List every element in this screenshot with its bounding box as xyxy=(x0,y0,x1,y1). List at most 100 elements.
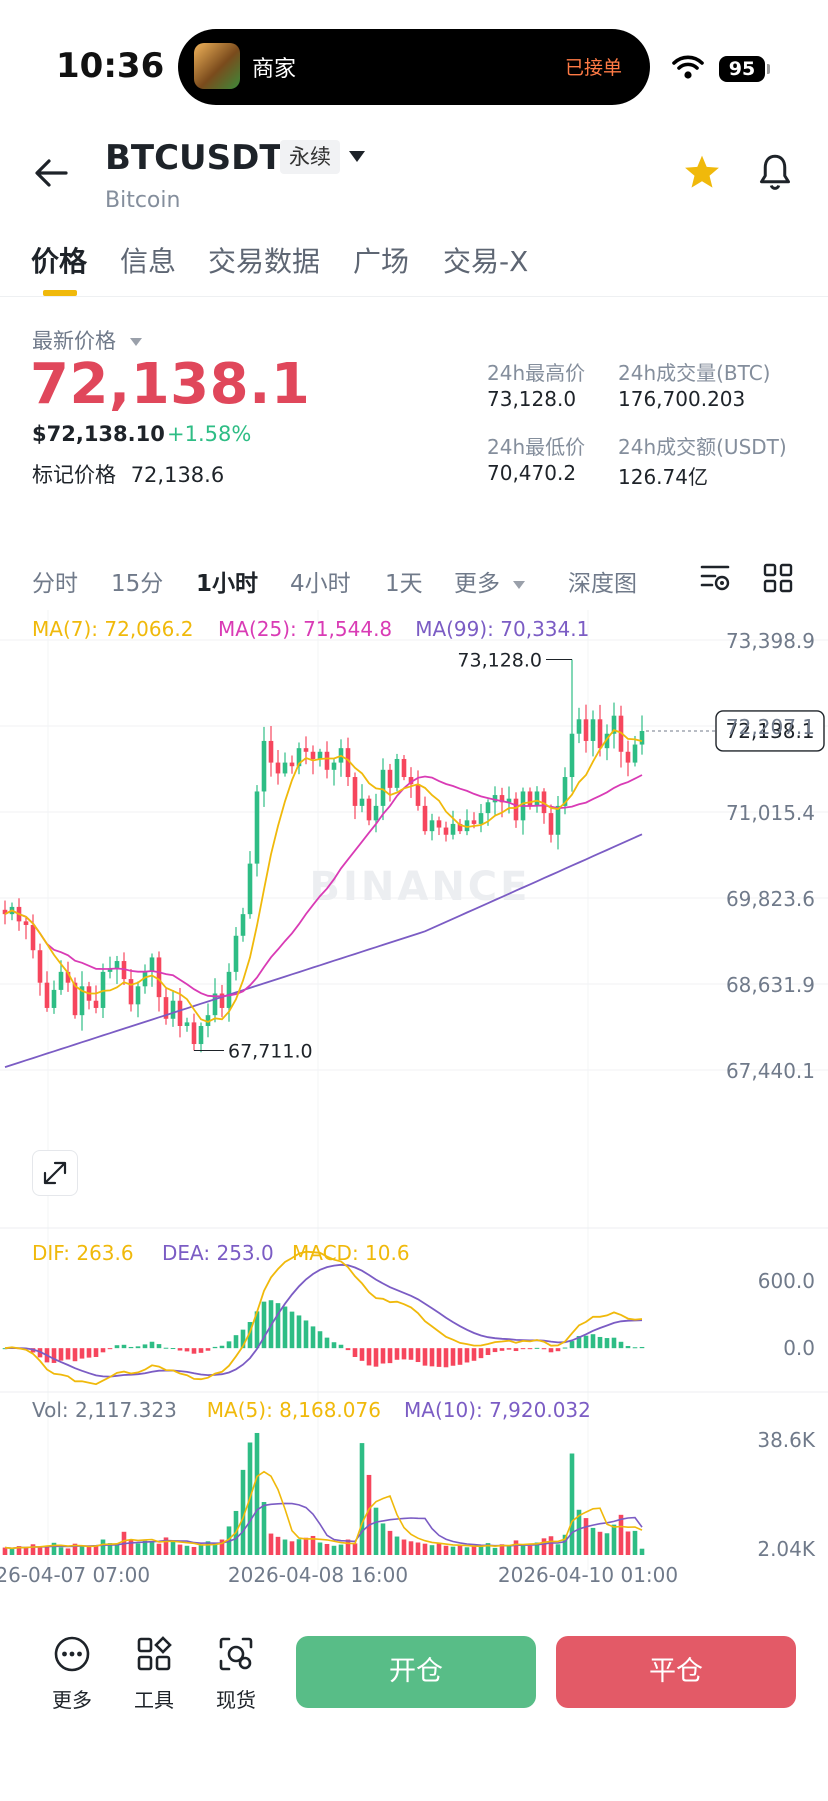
candle-down xyxy=(177,1000,183,1026)
candle-up xyxy=(394,758,400,788)
symbol-title[interactable]: BTCUSDT xyxy=(105,138,283,178)
time-tick-label: 2026-04-08 16:00 xyxy=(228,1563,408,1587)
volume-bar xyxy=(499,1544,505,1555)
interval-depth[interactable]: 深度图 xyxy=(568,571,637,597)
kline-chart[interactable]: BINANCE 73,128.0 67,711.0 72,138.1 73,398.… xyxy=(0,610,828,1595)
tab-info[interactable]: 信息 xyxy=(120,245,177,278)
volume-bar xyxy=(58,1547,64,1555)
volume-bar xyxy=(51,1542,57,1555)
dynamic-island[interactable]: 商家 已接单 xyxy=(178,29,650,105)
current-price-badge xyxy=(715,710,825,752)
candle-down xyxy=(93,1000,99,1008)
volume-ma5-line xyxy=(4,1470,643,1550)
macd-histogram-bar xyxy=(436,1348,442,1367)
star-icon[interactable] xyxy=(683,154,721,190)
volume-tick-label: 38.6K xyxy=(757,1428,816,1452)
macd-tick-label: 0.0 xyxy=(783,1336,815,1360)
last-price-label[interactable]: 最新价格 xyxy=(32,325,143,355)
volume-bar xyxy=(373,1507,379,1555)
volume-bar xyxy=(611,1524,617,1555)
macd-histogram-bar xyxy=(338,1344,344,1349)
tab-price[interactable]: 价格 xyxy=(31,245,88,278)
volume-bar xyxy=(86,1546,92,1555)
back-arrow-icon[interactable] xyxy=(34,158,68,188)
price-tick-label: 68,631.9 xyxy=(726,973,815,997)
candle-up xyxy=(611,715,617,734)
volume-bar xyxy=(576,1509,582,1555)
interval-time-sharing[interactable]: 分时 xyxy=(32,571,78,597)
open-position-button[interactable]: 开仓 xyxy=(296,1636,536,1708)
tab-square[interactable]: 广场 xyxy=(353,245,410,278)
macd-histogram-bar xyxy=(373,1348,379,1367)
mark-price: 标记价格 72,138.6 xyxy=(32,459,224,489)
macd-histogram-bar xyxy=(331,1342,337,1349)
volume-bar xyxy=(72,1543,78,1555)
volume-bar xyxy=(177,1544,183,1555)
interval-15m[interactable]: 15分 xyxy=(111,571,164,597)
indicator-settings-icon[interactable] xyxy=(699,563,731,593)
low-marker-label: 67,711.0 xyxy=(228,1040,313,1062)
volume-bar xyxy=(401,1539,407,1555)
macd-histogram-bar xyxy=(492,1348,498,1353)
ma99-line xyxy=(4,833,643,1068)
volume-bar xyxy=(639,1548,645,1555)
interval-more[interactable]: 更多 xyxy=(454,564,526,598)
macd-tick-label: 600.0 xyxy=(758,1269,815,1293)
volume-bar xyxy=(604,1533,610,1555)
expand-chart-icon[interactable] xyxy=(32,1150,78,1196)
candle-down xyxy=(121,961,127,980)
tools-icon xyxy=(137,1636,172,1671)
macd-histogram-bar xyxy=(261,1301,267,1349)
volume-bar xyxy=(450,1546,456,1555)
bottom-more-button[interactable]: 更多 xyxy=(39,1635,105,1713)
dea-line xyxy=(4,1263,643,1378)
volume-usdt-value: 126.74亿 xyxy=(618,465,708,489)
volume-bar xyxy=(429,1545,435,1555)
candle-up xyxy=(450,823,456,835)
volume-bar xyxy=(303,1537,309,1555)
volume-bar xyxy=(289,1541,295,1555)
layout-grid-icon[interactable] xyxy=(763,563,793,593)
candle-up xyxy=(639,730,645,745)
volume-bar xyxy=(352,1543,358,1555)
volume-bar xyxy=(44,1545,50,1555)
volume-bar xyxy=(107,1543,113,1555)
volume-bar xyxy=(457,1544,463,1555)
bell-icon[interactable] xyxy=(757,152,793,192)
ma-legend-item: MA(99): 70,334.1 xyxy=(415,617,589,641)
candle-up xyxy=(247,863,253,915)
binance-watermark: BINANCE xyxy=(310,864,531,910)
macd-histogram-bar xyxy=(310,1326,316,1349)
candle-down xyxy=(457,823,463,832)
spot-icon xyxy=(219,1637,253,1671)
tab-trading-data[interactable]: 交易数据 xyxy=(208,245,321,278)
candle-down xyxy=(366,798,372,821)
macd-histogram-bar xyxy=(247,1322,253,1349)
macd-histogram-bar xyxy=(569,1341,575,1349)
candle-up xyxy=(233,935,239,972)
tab-trade-x[interactable]: 交易-X xyxy=(443,245,529,278)
interval-1h[interactable]: 1小时 xyxy=(196,571,259,597)
macd-histogram-bar xyxy=(576,1336,582,1349)
interval-1d[interactable]: 1天 xyxy=(385,571,423,597)
volume-bar xyxy=(338,1544,344,1555)
bottom-tools-button[interactable]: 工具 xyxy=(121,1635,187,1713)
bottom-spot-button[interactable]: 现货 xyxy=(203,1635,269,1713)
volume-bar xyxy=(16,1546,22,1555)
volume-bar xyxy=(219,1539,225,1555)
interval-4h[interactable]: 4小时 xyxy=(290,571,351,597)
candle-down xyxy=(625,751,631,763)
volume-bar xyxy=(268,1533,274,1555)
macd-histogram-bar xyxy=(317,1331,323,1349)
more-icon xyxy=(54,1636,90,1672)
macd-histogram-bar xyxy=(506,1348,512,1350)
candle-up xyxy=(261,740,267,792)
macd-histogram-bar xyxy=(352,1348,358,1357)
close-position-button[interactable]: 平仓 xyxy=(556,1636,796,1708)
volume-bar xyxy=(618,1514,624,1555)
macd-histogram-bar xyxy=(51,1348,57,1363)
asset-name: Bitcoin xyxy=(105,188,181,213)
dropdown-caret-icon[interactable] xyxy=(348,150,366,164)
macd-histogram-bar xyxy=(415,1348,421,1363)
candle-down xyxy=(191,1022,197,1045)
